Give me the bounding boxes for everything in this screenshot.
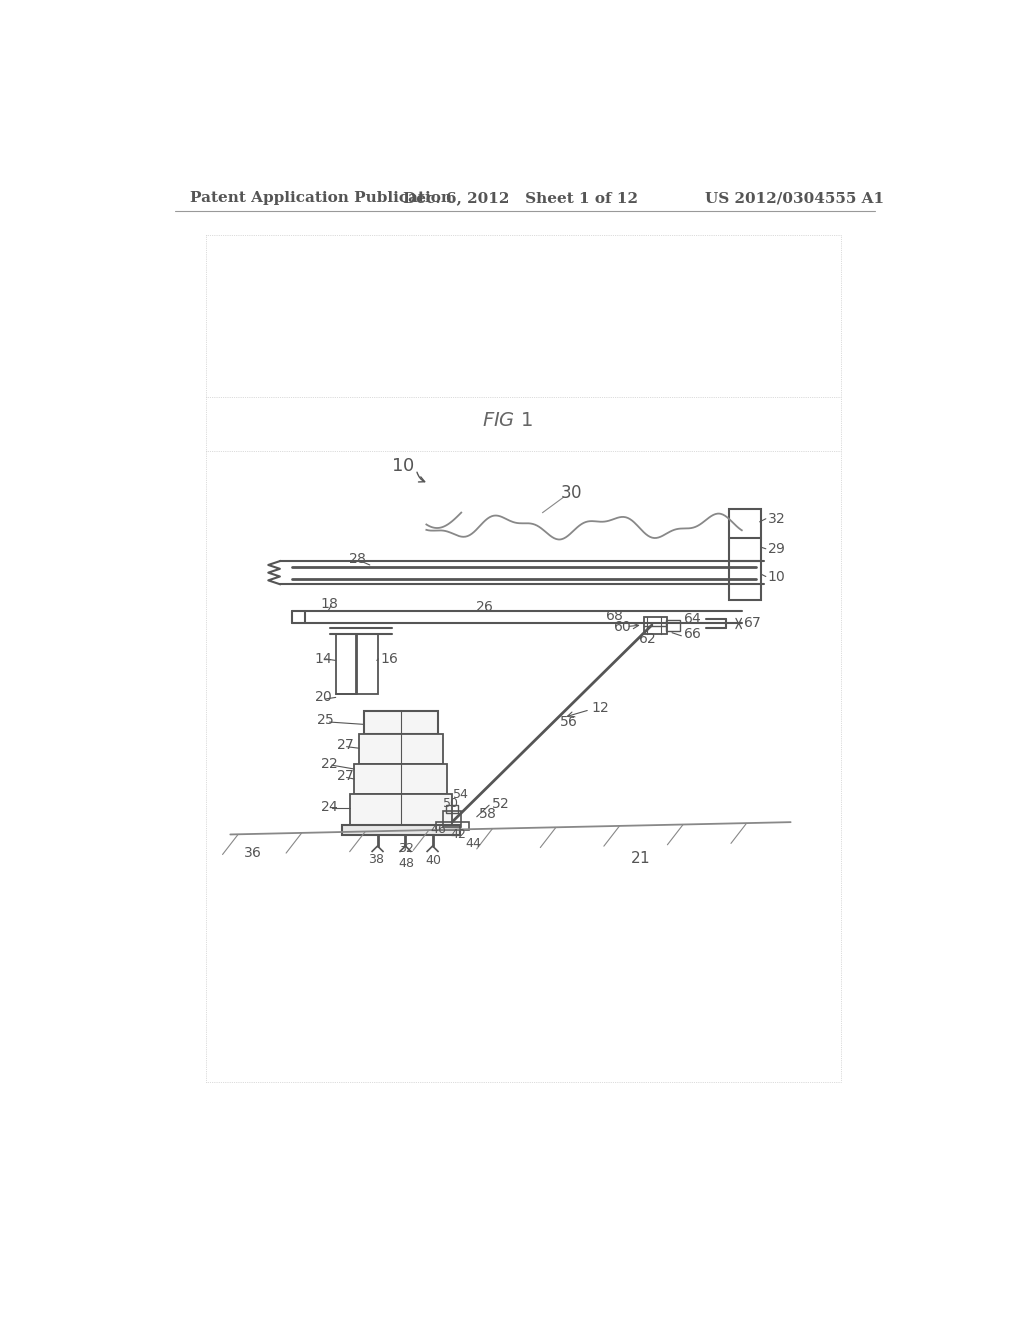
Text: $\mathit{48}$: $\mathit{48}$	[398, 857, 416, 870]
Text: $\mathit{40}$: $\mathit{40}$	[425, 854, 442, 867]
Text: $\mathit{67}$: $\mathit{67}$	[742, 616, 761, 631]
Text: $\mathit{32}$: $\mathit{32}$	[397, 842, 415, 855]
Text: $\mathit{14}$: $\mathit{14}$	[314, 652, 333, 665]
Text: US 2012/0304555 A1: US 2012/0304555 A1	[706, 191, 885, 206]
Text: $\mathit{20}$: $\mathit{20}$	[314, 690, 333, 705]
Text: $\mathit{60}$: $\mathit{60}$	[613, 619, 632, 634]
Bar	[336, 635, 356, 694]
Bar	[442, 812, 461, 826]
Text: $\mathit{FIG\ 1}$: $\mathit{FIG\ 1}$	[482, 411, 534, 430]
Bar	[666, 619, 680, 631]
Text: $\mathit{58}$: $\mathit{58}$	[478, 808, 497, 821]
Text: $\mathit{50}$: $\mathit{50}$	[442, 797, 459, 810]
Text: $\mathit{10}$: $\mathit{10}$	[391, 458, 415, 475]
Text: $\mathit{24}$: $\mathit{24}$	[321, 800, 339, 813]
Text: $\mathit{25}$: $\mathit{25}$	[315, 714, 334, 727]
Text: $\mathit{27}$: $\mathit{27}$	[336, 770, 354, 783]
Bar	[364, 711, 438, 734]
Text: $\mathit{21}$: $\mathit{21}$	[630, 850, 650, 866]
Text: $\mathit{30}$: $\mathit{30}$	[560, 484, 583, 503]
Bar	[357, 635, 378, 694]
Bar	[359, 734, 442, 763]
Text: $\mathit{62}$: $\mathit{62}$	[638, 632, 656, 645]
Text: $\mathit{27}$: $\mathit{27}$	[336, 738, 354, 752]
Text: $\mathit{10}$: $\mathit{10}$	[767, 569, 786, 583]
Text: $\mathit{29}$: $\mathit{29}$	[767, 541, 785, 556]
Bar	[644, 618, 668, 635]
Bar	[349, 795, 452, 825]
Text: $\mathit{16}$: $\mathit{16}$	[380, 652, 398, 665]
Bar	[729, 508, 761, 599]
Text: $\mathit{42}$: $\mathit{42}$	[451, 828, 467, 841]
Text: $\mathit{28}$: $\mathit{28}$	[348, 552, 367, 566]
Text: $\mathit{38}$: $\mathit{38}$	[369, 853, 385, 866]
Text: $\mathit{46}$: $\mathit{46}$	[430, 824, 447, 837]
Text: Dec. 6, 2012   Sheet 1 of 12: Dec. 6, 2012 Sheet 1 of 12	[403, 191, 638, 206]
Text: $\mathit{18}$: $\mathit{18}$	[321, 597, 339, 611]
Text: $\mathit{54}$: $\mathit{54}$	[452, 788, 469, 801]
Text: $\mathit{44}$: $\mathit{44}$	[465, 837, 482, 850]
Bar	[354, 763, 447, 795]
Bar	[436, 822, 469, 830]
Text: $\mathit{26}$: $\mathit{26}$	[475, 599, 494, 614]
Text: $\mathit{68}$: $\mathit{68}$	[605, 609, 625, 623]
Text: $\mathit{64}$: $\mathit{64}$	[683, 612, 701, 626]
Bar	[445, 805, 458, 813]
Text: $\mathit{36}$: $\mathit{36}$	[243, 846, 261, 859]
Text: $\mathit{22}$: $\mathit{22}$	[321, 756, 338, 771]
Text: $\mathit{66}$: $\mathit{66}$	[683, 627, 701, 642]
Text: $\mathit{12}$: $\mathit{12}$	[592, 701, 609, 715]
Text: $\mathit{56}$: $\mathit{56}$	[559, 715, 578, 729]
Text: $\mathit{52}$: $\mathit{52}$	[490, 797, 509, 810]
Text: Patent Application Publication: Patent Application Publication	[190, 191, 452, 206]
Bar	[342, 825, 460, 836]
Text: $\mathit{32}$: $\mathit{32}$	[767, 512, 785, 525]
